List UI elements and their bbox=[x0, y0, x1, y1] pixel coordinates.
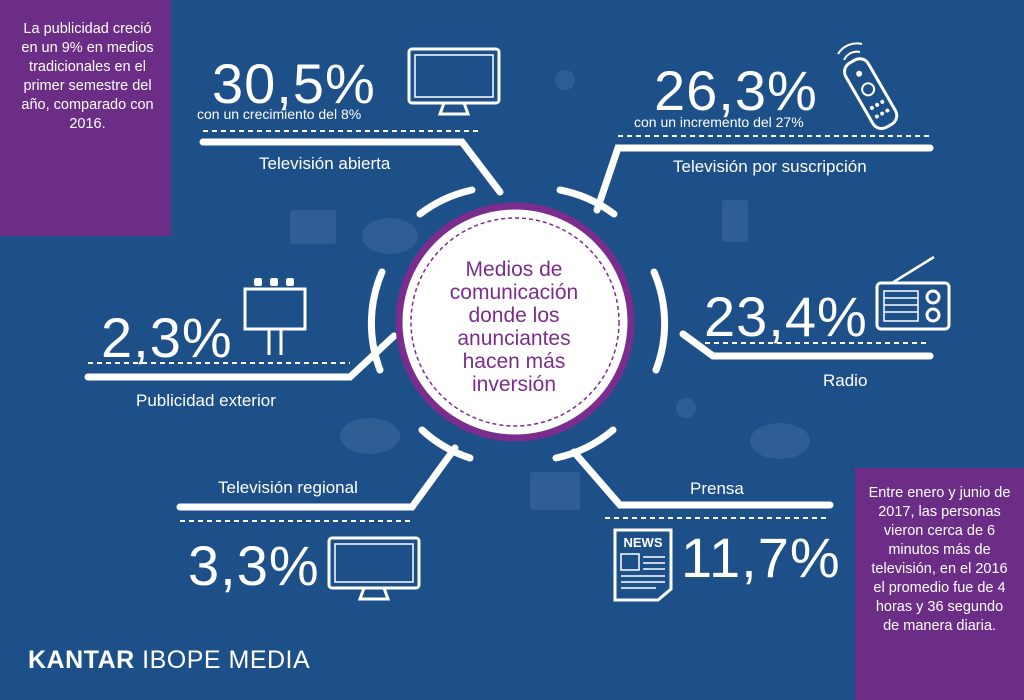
center-title-line: comunicación bbox=[449, 281, 579, 304]
value-tv-regional: 3,3% bbox=[188, 534, 320, 597]
tv-icon bbox=[407, 47, 501, 116]
value-prensa: 11,7% bbox=[681, 526, 841, 589]
ghost-tv-icon bbox=[290, 210, 336, 244]
center-title-line: inversión bbox=[471, 373, 557, 396]
ghost-cloud-icon bbox=[340, 418, 400, 454]
billboard-icon bbox=[243, 278, 307, 355]
value-tv-abierta: 30,5% bbox=[212, 52, 376, 115]
connector-tv-abierta bbox=[199, 138, 504, 196]
newspaper-masthead: NEWS bbox=[624, 535, 663, 550]
ring-arc bbox=[556, 186, 618, 218]
ghost-tv-icon bbox=[530, 472, 580, 510]
ghost-wifi-icon bbox=[676, 398, 696, 418]
connector-prensa bbox=[570, 448, 834, 509]
newspaper-icon: NEWS bbox=[613, 528, 673, 602]
ghost-wifi-icon bbox=[555, 70, 575, 90]
ring-arc bbox=[416, 186, 476, 218]
connector-publicidad-exterior bbox=[84, 332, 398, 381]
tv-icon bbox=[327, 536, 421, 601]
value-publicidad-exterior: 2,3% bbox=[101, 306, 233, 369]
center-title: Medios de comunicación donde los anuncia… bbox=[423, 258, 605, 396]
value-radio: 23,4% bbox=[704, 285, 868, 348]
ring-arc bbox=[418, 426, 474, 462]
brand-name-bold: KANTAR bbox=[28, 646, 135, 674]
connector-tv-regional bbox=[176, 444, 459, 511]
center-title-line: hacen más bbox=[462, 350, 566, 373]
label-prensa: Prensa bbox=[690, 479, 744, 498]
radio-icon bbox=[875, 255, 951, 331]
note-bottom-right: Entre enero y junio de 2017, las persona… bbox=[855, 468, 1024, 700]
label-radio: Radio bbox=[823, 371, 868, 390]
brand-logo: KANTAR IBOPE MEDIA bbox=[28, 646, 310, 675]
center-title-line: anunciantes bbox=[457, 327, 571, 350]
ghost-cloud-icon bbox=[750, 423, 810, 459]
center-circle bbox=[395, 202, 635, 442]
remote-control-icon bbox=[837, 42, 899, 131]
ghost-phone-icon bbox=[722, 200, 748, 242]
center-dashed-ring bbox=[410, 217, 620, 427]
value-tv-suscripcion: 26,3% bbox=[654, 59, 818, 122]
ring-arc bbox=[367, 268, 386, 374]
label-tv-suscripcion: Televisión por suscripción bbox=[673, 157, 867, 176]
brand-name-rest: IBOPE MEDIA bbox=[142, 646, 311, 674]
ring-arc bbox=[650, 268, 669, 374]
ghost-cloud-icon bbox=[362, 218, 418, 254]
label-tv-abierta: Televisión abierta bbox=[259, 154, 391, 173]
center-title-line: donde los bbox=[468, 304, 560, 327]
note-tv-suscripcion: con un incremento del 27% bbox=[634, 114, 804, 130]
note-top-left: La publicidad creció en un 9% en medios … bbox=[0, 0, 171, 236]
note-tv-abierta: con un crecimiento del 8% bbox=[197, 106, 362, 122]
ring-arc bbox=[552, 426, 617, 462]
connector-radio bbox=[679, 330, 934, 360]
center-title-line: Medios de bbox=[465, 258, 563, 281]
label-publicidad-exterior: Publicidad exterior bbox=[136, 391, 276, 410]
label-tv-regional: Televisión regional bbox=[218, 478, 358, 497]
connector-tv-suscripcion bbox=[593, 144, 934, 214]
